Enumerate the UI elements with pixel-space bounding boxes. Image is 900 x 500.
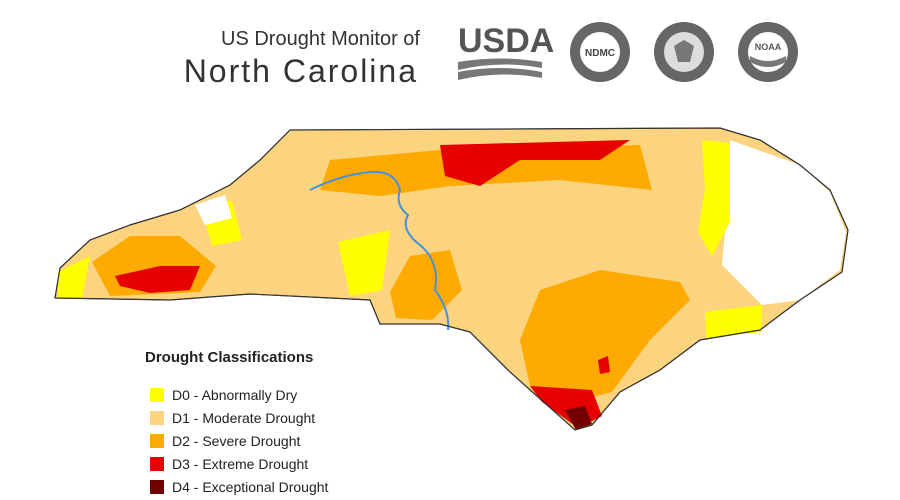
no-drought-west: [195, 195, 232, 225]
title-line-2: North Carolina: [184, 53, 418, 89]
legend-swatch: [150, 457, 164, 471]
noaa-text: NOAA: [755, 42, 782, 52]
legend-label: D1 - Moderate Drought: [172, 410, 315, 426]
usda-text: USDA: [458, 22, 554, 60]
usda-waves: [458, 58, 542, 80]
d0-southeast: [705, 305, 762, 338]
d2-southeast: [520, 270, 690, 400]
d2-central: [390, 250, 462, 320]
d3-north: [440, 140, 630, 186]
usda-logo: USDA: [458, 22, 554, 80]
legend-label: D2 - Severe Drought: [172, 433, 301, 449]
ndmc-inner: [580, 32, 620, 72]
state-border: [54, 127, 849, 431]
title-line-1: US Drought Monitor of: [221, 28, 420, 50]
ndmc-logo: NDMC: [570, 22, 630, 82]
d0-east: [698, 140, 730, 256]
d3-west: [115, 266, 200, 293]
legend-swatch: [150, 411, 164, 425]
d3-spot: [598, 356, 610, 374]
no-drought-east: [722, 140, 846, 305]
legend-swatch: [150, 434, 164, 448]
d0-far-west: [58, 256, 90, 298]
state-map: [54, 127, 849, 431]
legend: D0 - Abnormally Dry D1 - Moderate Drought…: [150, 387, 329, 495]
legend-label: D4 - Exceptional Drought: [172, 479, 329, 495]
legend-swatch: [150, 480, 164, 494]
river: [309, 170, 450, 331]
legend-title: Drought Classifications: [145, 349, 313, 366]
d4-south: [565, 406, 592, 430]
legend-label: D0 - Abnormally Dry: [172, 387, 297, 403]
noaa-wave: [750, 56, 786, 67]
noaa-logo: NOAA: [738, 22, 798, 82]
commerce-logo: [654, 22, 714, 82]
legend-label: D3 - Extreme Drought: [172, 456, 308, 472]
d0-central: [338, 230, 390, 296]
commerce-eagle: [674, 40, 694, 62]
ndmc-text: NDMC: [585, 48, 615, 59]
legend-swatch: [150, 388, 164, 402]
